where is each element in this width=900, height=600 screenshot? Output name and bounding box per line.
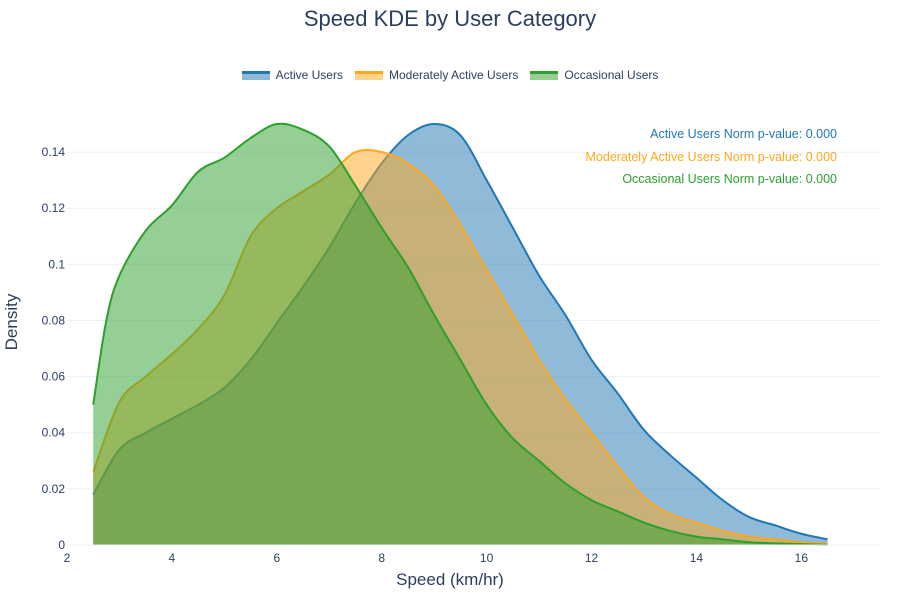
x-tick-label: 10 [480,551,494,565]
chart-title: Speed KDE by User Category [303,6,597,31]
y-tick-label: 0.08 [42,313,66,327]
annotation-occasional-pvalue: Occasional Users Norm p-value: 0.000 [622,172,837,186]
legend-label-active: Active Users [275,68,343,82]
y-tick-label: 0.06 [42,370,66,384]
series-line-occasional-users [92,122,828,546]
y-tick-label: 0.14 [42,145,66,159]
series-area-occasional-users [93,123,828,545]
legend-label-occasional: Occasional Users [564,68,659,82]
pvalue-annotations: Active Users Norm p-value: 0.000 Moderat… [586,123,838,191]
legend-item-moderately-active-users[interactable]: Moderately Active Users [354,68,519,82]
legend-swatch-moderate [354,70,383,80]
legend-swatch-active [241,70,270,80]
legend-item-active-users[interactable]: Active Users [241,68,343,82]
annotation-moderate-pvalue: Moderately Active Users Norm p-value: 0.… [585,149,838,164]
y-tick-label: 0.02 [42,482,66,496]
y-tick-label: 0 [58,538,65,552]
legend-item-occasional-users[interactable]: Occasional Users [530,68,658,82]
x-tick-label: 6 [273,551,280,565]
y-tick-label: 0.04 [42,426,66,440]
x-tick-label: 14 [690,551,704,565]
legend: Active Users Moderately Active Users Occ… [0,68,900,82]
x-tick-label: 2 [64,551,71,565]
y-tick-label: 0.1 [48,257,65,271]
x-axis-label: Speed (km/hr) [396,570,504,589]
legend-swatch-occasional [530,70,559,80]
x-tick-label: 4 [169,551,176,565]
legend-label-moderate: Moderately Active Users [388,68,519,82]
x-tick-label: 8 [378,551,385,565]
annotation-active-pvalue: Active Users Norm p-value: 0.000 [650,127,837,141]
y-axis-label: Density [2,293,21,351]
x-tick-label: 12 [585,551,599,565]
x-tick-label: 16 [795,551,809,565]
y-tick-label: 0.12 [42,201,66,215]
